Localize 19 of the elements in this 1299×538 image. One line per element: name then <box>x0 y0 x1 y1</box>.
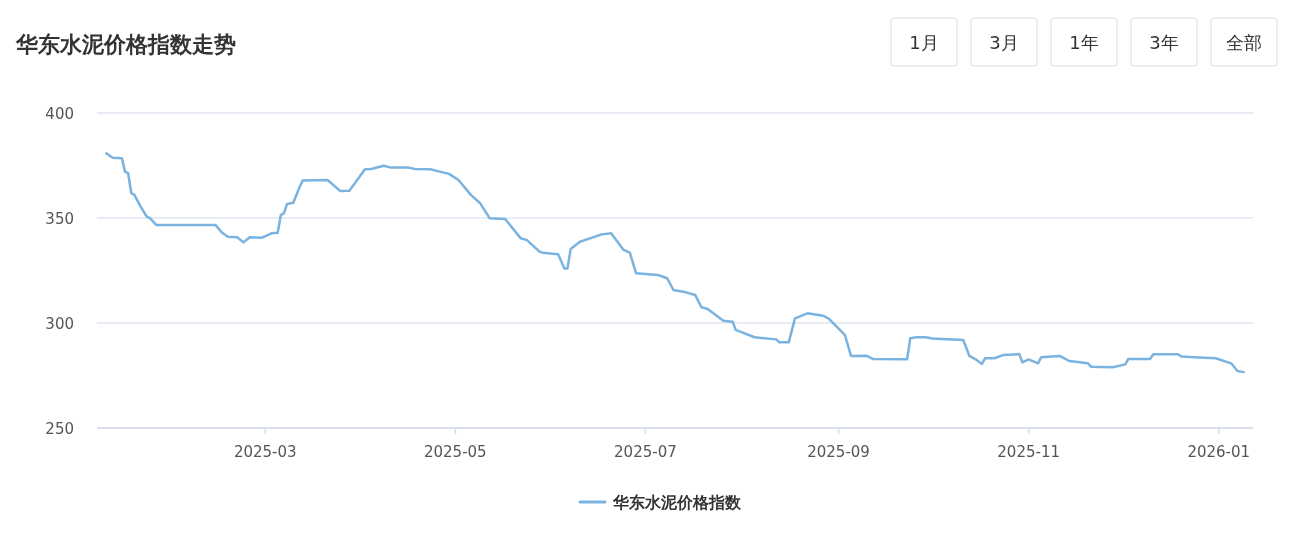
y-tick-label: 300 <box>45 315 74 333</box>
x-tick-label: 2025-05 <box>423 443 487 461</box>
x-tick-label: 2025-09 <box>807 443 870 461</box>
legend-label: 华东水泥价格指数 <box>612 493 742 512</box>
legend: 华东水泥价格指数 <box>578 493 741 512</box>
y-tick-label: 400 <box>45 105 74 123</box>
x-tick-label: 2025-07 <box>614 443 677 461</box>
y-tick-label: 250 <box>45 420 74 438</box>
button: 3月 <box>970 17 1038 67</box>
button: 1年 <box>1050 17 1118 67</box>
x-tick-label: 2025-03 <box>233 443 297 461</box>
button: 1月 <box>890 17 958 67</box>
x-tick-label: 2026-01 <box>1187 443 1251 461</box>
button: 3年 <box>1130 17 1198 67</box>
button: 全部 <box>1210 17 1278 67</box>
chart-title: 华东水泥价格指数走势 <box>15 32 236 57</box>
x-tick-label: 2025-11 <box>997 443 1060 461</box>
y-tick-label: 350 <box>45 210 74 228</box>
line-series <box>105 152 1245 374</box>
